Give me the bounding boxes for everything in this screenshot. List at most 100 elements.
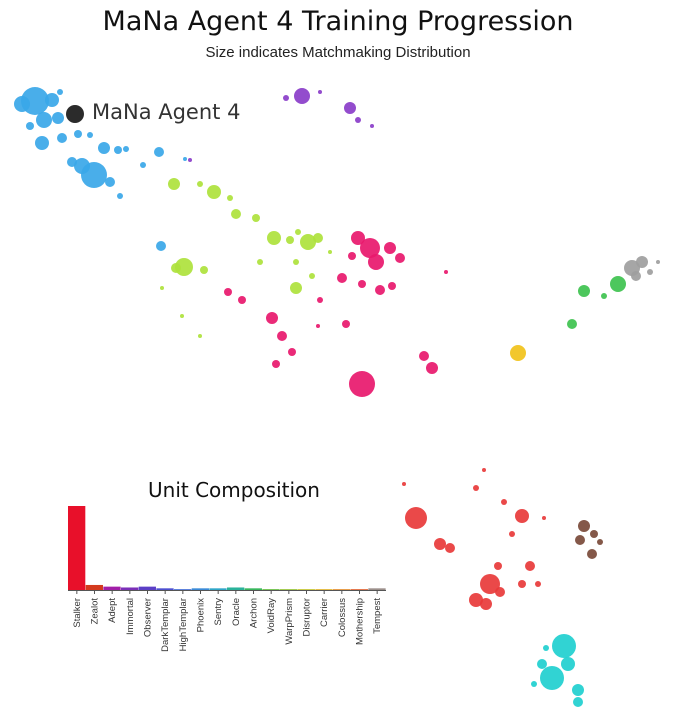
scatter-point: [294, 88, 310, 104]
scatter-point: [509, 531, 515, 537]
scatter-point: [384, 242, 396, 254]
scatter-point: [495, 587, 505, 597]
scatter-point: [283, 95, 289, 101]
scatter-point: [57, 133, 67, 143]
scatter-point: [35, 136, 49, 150]
scatter-point: [207, 185, 221, 199]
scatter-point: [295, 229, 301, 235]
scatter-point: [171, 263, 181, 273]
scatter-point: [328, 250, 332, 254]
scatter-point: [587, 549, 597, 559]
tick-label: Immortal: [125, 598, 136, 635]
scatter-point: [656, 260, 660, 264]
tick-label: Colossus: [337, 598, 348, 637]
scatter-point: [300, 234, 316, 250]
scatter-point: [105, 177, 115, 187]
scatter-point: [14, 96, 30, 112]
scatter-point: [52, 112, 64, 124]
scatter-point: [317, 297, 323, 303]
bar: [350, 589, 368, 590]
scatter-point: [288, 348, 296, 356]
scatter-point: [74, 158, 90, 174]
bar: [368, 588, 386, 590]
scatter-point: [368, 254, 384, 270]
bar: [85, 584, 103, 590]
scatter-point: [647, 269, 653, 275]
tick-label: HighTemplar: [178, 598, 189, 651]
scatter-point: [313, 233, 323, 243]
inset-title: Unit Composition: [148, 478, 320, 502]
bar: [156, 588, 174, 590]
scatter-point: [542, 516, 546, 520]
scatter-point: [531, 681, 537, 687]
scatter-point: [578, 285, 590, 297]
tick-label: Sentry: [213, 598, 224, 626]
scatter-point: [344, 102, 356, 114]
scatter-point: [117, 193, 123, 199]
scatter-point: [480, 574, 500, 594]
bar: [333, 589, 351, 590]
tick-label: DarkTemplar: [160, 598, 171, 652]
tick-label: WarpPrism: [284, 598, 295, 645]
scatter-point: [501, 499, 507, 505]
scatter-point: [337, 273, 347, 283]
scatter-point: [156, 241, 166, 251]
scatter-point: [636, 256, 648, 268]
scatter-point: [293, 259, 299, 265]
tick-label: Observer: [143, 598, 154, 637]
scatter-point: [351, 231, 365, 245]
scatter-point: [405, 507, 427, 529]
scatter-point: [572, 684, 584, 696]
scatter-point: [434, 538, 446, 550]
scatter-point: [316, 324, 320, 328]
highlight-point: [66, 105, 84, 123]
bar: [174, 589, 192, 590]
scatter-point: [238, 296, 246, 304]
scatter-point: [578, 520, 590, 532]
bar: [209, 588, 227, 590]
bar: [297, 589, 315, 590]
scatter-point: [358, 280, 366, 288]
tick-label: Carrier: [319, 598, 330, 627]
scatter-point: [567, 319, 577, 329]
scatter-point: [494, 562, 502, 570]
tick-label: VoidRay: [266, 598, 277, 634]
bar: [103, 586, 121, 590]
bar: [244, 588, 262, 590]
scatter-point: [183, 157, 187, 161]
scatter-point: [57, 89, 63, 95]
scatter-point: [98, 142, 110, 154]
scatter-point: [395, 253, 405, 263]
scatter-point: [426, 362, 438, 374]
scatter-point: [552, 634, 576, 658]
scatter-point: [45, 93, 59, 107]
scatter-point: [224, 288, 232, 296]
scatter-point: [402, 482, 406, 486]
scatter-point: [74, 130, 82, 138]
scatter-point: [123, 146, 129, 152]
tick-label: Tempest: [372, 598, 383, 634]
bar: [138, 586, 156, 590]
scatter-point: [482, 468, 486, 472]
bar: [191, 588, 209, 590]
scatter-point: [419, 351, 429, 361]
scatter-point: [525, 561, 535, 571]
tick-label: Disruptor: [302, 598, 313, 637]
chart-title: MaNa Agent 4 Training Progression: [102, 6, 574, 37]
scatter-point: [277, 331, 287, 341]
scatter-point: [535, 581, 541, 587]
scatter-point: [309, 273, 315, 279]
bar: [262, 589, 280, 590]
bar: [68, 506, 86, 590]
scatter-point: [197, 181, 203, 187]
scatter-point: [200, 266, 208, 274]
scatter-point: [188, 158, 192, 162]
scatter-point: [154, 147, 164, 157]
scatter-point: [370, 124, 374, 128]
scatter-point: [360, 238, 380, 258]
tick-label: Zealot: [90, 598, 101, 625]
scatter-point: [631, 271, 641, 281]
bar: [121, 587, 139, 590]
scatter-point: [67, 157, 77, 167]
scatter-point: [597, 539, 603, 545]
